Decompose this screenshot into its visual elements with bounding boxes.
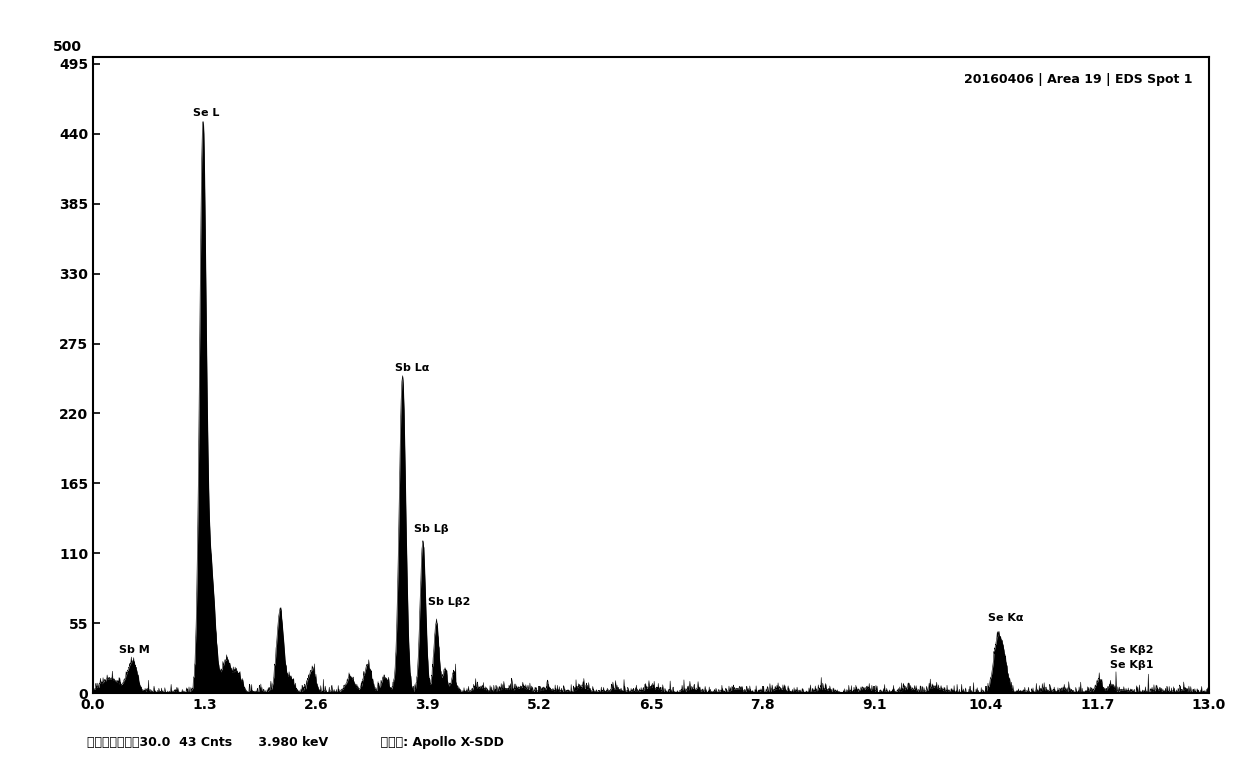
Text: 活时间（秒）：30.0  43 Cnts      3.980 keV            探测器: Apollo X-SDD: 活时间（秒）：30.0 43 Cnts 3.980 keV 探测器: Apoll… [87, 736, 503, 749]
Text: Se L: Se L [193, 109, 219, 119]
Text: Se Kβ1: Se Kβ1 [1110, 660, 1153, 670]
Text: Sb M: Sb M [119, 645, 150, 655]
Text: Se Kα: Se Kα [987, 614, 1023, 624]
Text: Sb Lα: Sb Lα [396, 363, 429, 373]
Text: Se Kβ2: Se Kβ2 [1110, 645, 1153, 655]
Text: Sb Lβ2: Sb Lβ2 [428, 597, 470, 607]
Text: 500: 500 [53, 41, 82, 54]
Text: 20160406 | Area 19 | EDS Spot 1: 20160406 | Area 19 | EDS Spot 1 [963, 74, 1193, 87]
Text: Sb Lβ: Sb Lβ [414, 524, 449, 535]
